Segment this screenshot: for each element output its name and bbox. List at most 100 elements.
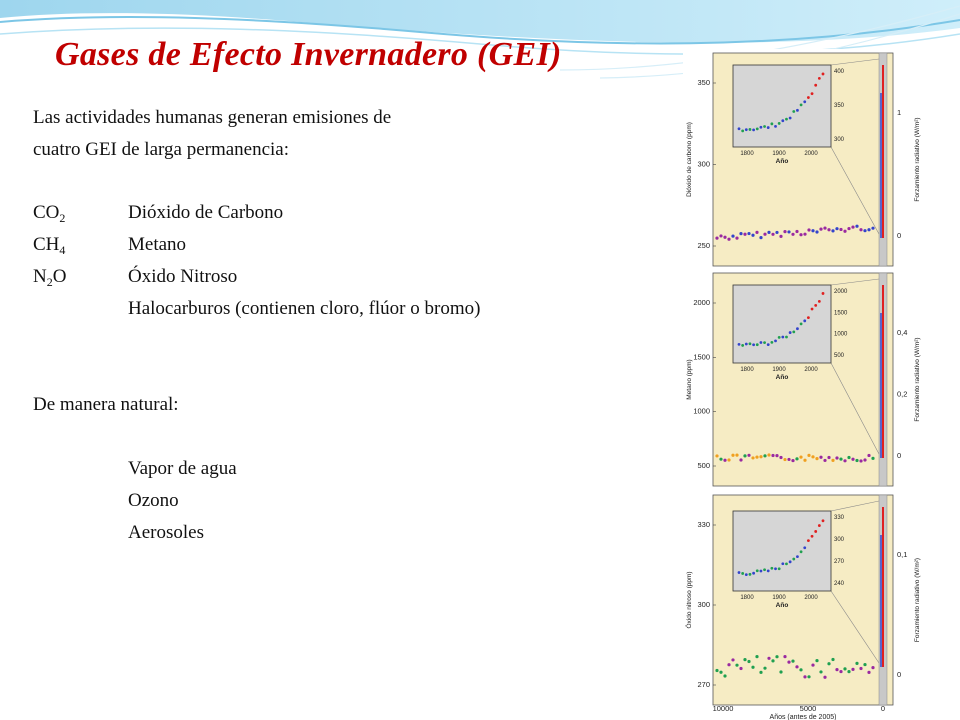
- inset-x-axis-label: Año: [776, 158, 789, 165]
- data-point: [775, 230, 779, 235]
- data-point: [735, 236, 739, 240]
- data-point: [727, 663, 731, 667]
- x-tick-label: 5000: [800, 704, 817, 713]
- x-tick-label: 10000: [713, 704, 734, 713]
- intro-line-2: cuatro GEI de larga permanencia:: [33, 139, 290, 160]
- inset-data-point: [759, 125, 763, 129]
- inset-data-point: [799, 550, 803, 554]
- natural-item: Vapor de agua: [128, 458, 237, 479]
- inset-data-point: [759, 341, 763, 344]
- formula-main: CO: [33, 202, 60, 223]
- data-point: [839, 457, 843, 461]
- y-tick-label: 1500: [693, 352, 710, 361]
- inset-data-point: [806, 539, 810, 543]
- inset-data-point: [752, 128, 756, 132]
- inset-data-point: [737, 571, 741, 574]
- data-point: [775, 655, 779, 659]
- data-point: [719, 457, 723, 461]
- data-point: [819, 670, 823, 674]
- data-point: [731, 234, 735, 238]
- data-point: [863, 229, 867, 233]
- inset-x-axis-label: Año: [776, 602, 789, 609]
- data-point: [815, 230, 819, 234]
- inset-y-tick-label: 270: [834, 559, 845, 565]
- inset-data-point: [803, 546, 807, 550]
- inset-x-tick-label: 1800: [740, 367, 754, 373]
- y-axis-label: Óxido nitroso (ppm): [684, 571, 693, 628]
- inset-y-tick-label: 500: [834, 353, 845, 359]
- data-point: [755, 455, 759, 459]
- data-point: [743, 657, 747, 662]
- right-tick-label: 0,1: [897, 550, 907, 559]
- inset-y-tick-label: 1500: [834, 310, 848, 316]
- inset-data-point: [741, 344, 745, 347]
- inset-data-point: [817, 524, 821, 527]
- inset-data-point: [810, 92, 814, 96]
- data-point: [867, 670, 871, 674]
- data-point: [851, 667, 855, 672]
- data-point: [723, 235, 727, 239]
- y-tick-label: 350: [697, 78, 710, 87]
- inset-data-point: [803, 319, 807, 323]
- inset-data-point: [766, 126, 770, 129]
- data-point: [739, 231, 743, 236]
- data-point: [855, 458, 859, 463]
- inset-x-tick-label: 2000: [804, 151, 818, 157]
- data-point: [795, 229, 799, 234]
- inset-plot-area: [732, 284, 832, 364]
- inset-data-point: [752, 571, 756, 575]
- data-point: [847, 226, 851, 231]
- formula-subscript: 2: [46, 275, 53, 289]
- data-point: [779, 455, 783, 460]
- zoom-connector: [830, 58, 880, 66]
- data-point: [779, 670, 783, 674]
- right-axis-label: Forzamiento radiativo (W/m²): [914, 117, 921, 201]
- formula-main: N: [33, 266, 47, 287]
- data-point: [855, 224, 859, 228]
- gas-formula: CH4: [33, 234, 65, 256]
- inset-data-point: [810, 534, 814, 538]
- inset-data-point: [748, 342, 752, 346]
- gas-name: Metano: [128, 234, 187, 255]
- inset-data-point: [821, 519, 825, 523]
- data-point: [719, 234, 723, 238]
- inset-data-point: [741, 129, 745, 133]
- slide-title: Gases de Efecto Invernadero (GEI): [55, 36, 562, 73]
- x-tick-label: 0: [881, 704, 885, 713]
- data-point: [839, 227, 843, 232]
- data-point: [871, 665, 875, 670]
- data-point: [855, 661, 859, 665]
- inset-data-point: [737, 127, 741, 131]
- data-point: [803, 458, 807, 462]
- gas-name: Halocarburos (contienen cloro, flúor o b…: [128, 298, 481, 319]
- inset-data-point: [744, 128, 748, 132]
- right-axis-label: Forzamiento radiativo (W/m²): [914, 558, 921, 642]
- inset-data-point: [755, 127, 759, 131]
- data-point: [811, 455, 815, 459]
- data-point: [835, 227, 839, 231]
- data-point: [843, 667, 847, 671]
- data-point: [751, 456, 755, 460]
- inset-y-tick-label: 240: [834, 581, 845, 587]
- data-point: [771, 232, 775, 236]
- data-point: [871, 226, 875, 230]
- inset-data-point: [774, 124, 777, 128]
- data-point: [771, 453, 775, 458]
- inset-x-tick-label: 2000: [804, 367, 818, 373]
- right-tick-label: 0: [897, 231, 901, 240]
- data-point: [759, 455, 763, 459]
- data-point: [715, 668, 719, 673]
- inset-data-point: [766, 343, 770, 347]
- inset-data-point: [788, 116, 792, 120]
- data-point: [795, 665, 799, 669]
- gas-formula: N2O: [33, 266, 66, 288]
- zoom-connector: [830, 590, 880, 664]
- inset-data-point: [785, 117, 788, 121]
- inset-x-tick-label: 1800: [740, 151, 754, 157]
- data-point: [831, 458, 835, 462]
- data-point: [799, 455, 803, 459]
- inset-data-point: [748, 128, 752, 131]
- data-point: [723, 674, 727, 678]
- inset-y-tick-label: 300: [834, 537, 845, 543]
- data-point: [851, 457, 855, 461]
